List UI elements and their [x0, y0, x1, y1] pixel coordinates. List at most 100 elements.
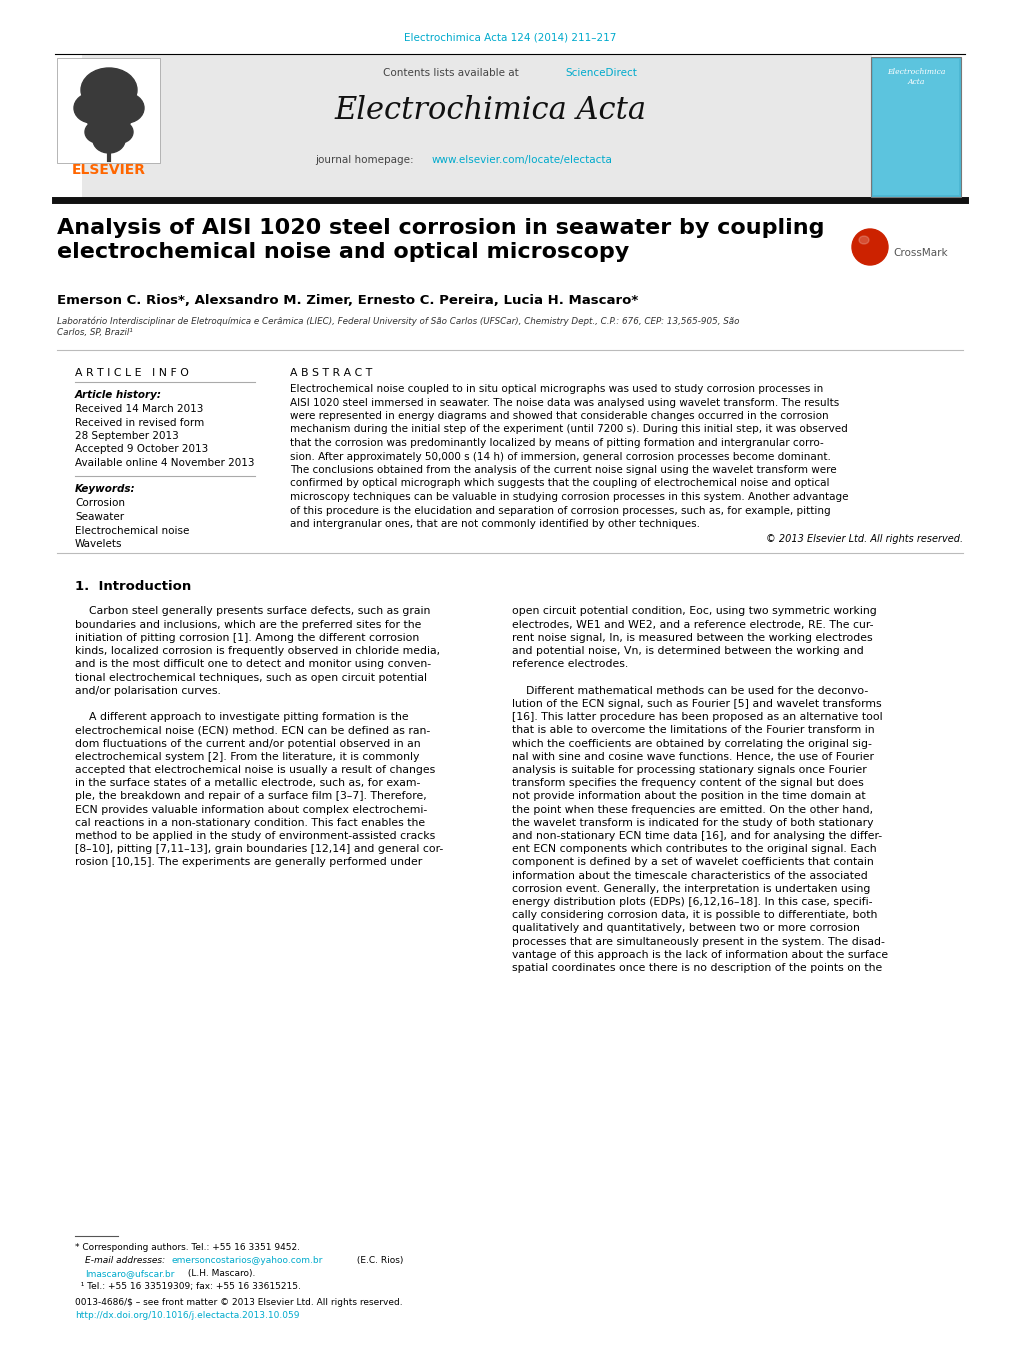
Text: 0013-4686/$ – see front matter © 2013 Elsevier Ltd. All rights reserved.: 0013-4686/$ – see front matter © 2013 El…	[75, 1298, 403, 1306]
Text: transform specifies the frequency content of the signal but does: transform specifies the frequency conten…	[512, 778, 863, 788]
Text: Laboratório Interdisciplinar de Eletroquímica e Cerâmica (LIEC), Federal Univers: Laboratório Interdisciplinar de Eletroqu…	[57, 316, 739, 338]
Ellipse shape	[85, 122, 111, 143]
Text: ELSEVIER: ELSEVIER	[72, 163, 146, 177]
Text: A different approach to investigate pitting formation is the: A different approach to investigate pitt…	[75, 712, 409, 721]
Text: of this procedure is the elucidation and separation of corrosion processes, such: of this procedure is the elucidation and…	[289, 505, 829, 516]
Text: kinds, localized corrosion is frequently observed in chloride media,: kinds, localized corrosion is frequently…	[75, 646, 439, 657]
Text: electrodes, WE1 and WE2, and a reference electrode, RE. The cur-: electrodes, WE1 and WE2, and a reference…	[512, 620, 872, 630]
Text: http://dx.doi.org/10.1016/j.electacta.2013.10.059: http://dx.doi.org/10.1016/j.electacta.20…	[75, 1310, 300, 1320]
Text: confirmed by optical micrograph which suggests that the coupling of electrochemi: confirmed by optical micrograph which su…	[289, 478, 828, 489]
Text: [8–10], pitting [7,11–13], grain boundaries [12,14] and general cor-: [8–10], pitting [7,11–13], grain boundar…	[75, 844, 443, 854]
Text: component is defined by a set of wavelet coefficients that contain: component is defined by a set of wavelet…	[512, 858, 873, 867]
Text: 28 September 2013: 28 September 2013	[75, 431, 178, 440]
Bar	[82, 55, 871, 199]
Text: Electrochemical noise: Electrochemical noise	[75, 526, 190, 535]
Text: the point when these frequencies are emitted. On the other hand,: the point when these frequencies are emi…	[512, 804, 872, 815]
Ellipse shape	[107, 122, 132, 143]
Text: and potential noise, Vn, is determined between the working and: and potential noise, Vn, is determined b…	[512, 646, 863, 657]
Text: * Corresponding authors. Tel.: +55 16 3351 9452.: * Corresponding authors. Tel.: +55 16 33…	[75, 1243, 300, 1252]
Text: cally considering corrosion data, it is possible to differentiate, both: cally considering corrosion data, it is …	[512, 911, 876, 920]
Text: Carbon steel generally presents surface defects, such as grain: Carbon steel generally presents surface …	[75, 607, 430, 616]
Text: Emerson C. Rios*, Alexsandro M. Zimer, Ernesto C. Pereira, Lucia H. Mascaro*: Emerson C. Rios*, Alexsandro M. Zimer, E…	[57, 295, 638, 307]
Text: Electrochimica Acta 124 (2014) 211–217: Electrochimica Acta 124 (2014) 211–217	[404, 32, 615, 42]
Text: spatial coordinates once there is no description of the points on the: spatial coordinates once there is no des…	[512, 963, 881, 973]
Text: dom fluctuations of the current and/or potential observed in an: dom fluctuations of the current and/or p…	[75, 739, 420, 748]
Text: Analysis of AISI 1020 steel corrosion in seawater by coupling
electrochemical no: Analysis of AISI 1020 steel corrosion in…	[57, 218, 823, 262]
Text: E-mail addresses:: E-mail addresses:	[85, 1256, 168, 1265]
Text: in the surface states of a metallic electrode, such as, for exam-: in the surface states of a metallic elec…	[75, 778, 420, 788]
Ellipse shape	[81, 68, 137, 112]
Text: nal with sine and cosine wave functions. Hence, the use of Fourier: nal with sine and cosine wave functions.…	[512, 751, 873, 762]
Text: reference electrodes.: reference electrodes.	[512, 659, 628, 669]
Text: rosion [10,15]. The experiments are generally performed under: rosion [10,15]. The experiments are gene…	[75, 858, 422, 867]
Text: Article history:: Article history:	[75, 390, 162, 400]
Text: www.elsevier.com/locate/electacta: www.elsevier.com/locate/electacta	[432, 155, 612, 165]
Text: Electrochimica
Acta: Electrochimica Acta	[886, 68, 945, 86]
Text: Keywords:: Keywords:	[75, 485, 136, 494]
Text: © 2013 Elsevier Ltd. All rights reserved.: © 2013 Elsevier Ltd. All rights reserved…	[765, 535, 962, 544]
Text: rent noise signal, In, is measured between the working electrodes: rent noise signal, In, is measured betwe…	[512, 632, 872, 643]
Bar	[870, 57, 960, 197]
Circle shape	[851, 230, 888, 265]
Text: Wavelets: Wavelets	[75, 539, 122, 549]
Text: Electrochimica Acta: Electrochimica Acta	[333, 95, 645, 126]
Text: sion. After approximately 50,000 s (14 h) of immersion, general corrosion proces: sion. After approximately 50,000 s (14 h…	[289, 451, 830, 462]
Text: (L.H. Mascaro).: (L.H. Mascaro).	[184, 1269, 255, 1278]
Text: that is able to overcome the limitations of the Fourier transform in: that is able to overcome the limitations…	[512, 725, 873, 735]
Text: method to be applied in the study of environment-assisted cracks: method to be applied in the study of env…	[75, 831, 435, 840]
Ellipse shape	[87, 100, 130, 136]
Ellipse shape	[108, 93, 144, 123]
Text: lmascaro@ufscar.br: lmascaro@ufscar.br	[85, 1269, 174, 1278]
Text: electrochemical noise (ECN) method. ECN can be defined as ran-: electrochemical noise (ECN) method. ECN …	[75, 725, 430, 735]
Text: (E.C. Rios): (E.C. Rios)	[354, 1256, 403, 1265]
Text: Corrosion: Corrosion	[75, 499, 125, 508]
Text: The conclusions obtained from the analysis of the current noise signal using the: The conclusions obtained from the analys…	[289, 465, 836, 476]
Text: accepted that electrochemical noise is usually a result of changes: accepted that electrochemical noise is u…	[75, 765, 435, 775]
Text: electrochemical system [2]. From the literature, it is commonly: electrochemical system [2]. From the lit…	[75, 751, 419, 762]
Text: analysis is suitable for processing stationary signals once Fourier: analysis is suitable for processing stat…	[512, 765, 866, 775]
Text: and non-stationary ECN time data [16], and for analysing the differ-: and non-stationary ECN time data [16], a…	[512, 831, 881, 840]
Text: journal homepage:: journal homepage:	[315, 155, 417, 165]
Text: that the corrosion was predominantly localized by means of pitting formation and: that the corrosion was predominantly loc…	[289, 438, 823, 449]
Text: and is the most difficult one to detect and monitor using conven-: and is the most difficult one to detect …	[75, 659, 431, 669]
Text: ent ECN components which contributes to the original signal. Each: ent ECN components which contributes to …	[512, 844, 875, 854]
Text: information about the timescale characteristics of the associated: information about the timescale characte…	[512, 870, 867, 881]
Text: A B S T R A C T: A B S T R A C T	[289, 367, 372, 378]
Text: the wavelet transform is indicated for the study of both stationary: the wavelet transform is indicated for t…	[512, 817, 872, 828]
Bar	[57, 58, 160, 163]
Text: Different mathematical methods can be used for the deconvo-: Different mathematical methods can be us…	[512, 686, 867, 696]
Text: AISI 1020 steel immersed in seawater. The noise data was analysed using wavelet : AISI 1020 steel immersed in seawater. Th…	[289, 397, 839, 408]
Text: processes that are simultaneously present in the system. The disad-: processes that are simultaneously presen…	[512, 936, 884, 947]
Text: [16]. This latter procedure has been proposed as an alternative tool: [16]. This latter procedure has been pro…	[512, 712, 881, 721]
Text: and intergranular ones, that are not commonly identified by other techniques.: and intergranular ones, that are not com…	[289, 519, 699, 530]
Text: microscopy techniques can be valuable in studying corrosion processes in this sy: microscopy techniques can be valuable in…	[289, 492, 848, 503]
Text: Electrochemical noise coupled to in situ optical micrographs was used to study c: Electrochemical noise coupled to in situ…	[289, 384, 822, 394]
Ellipse shape	[74, 93, 110, 123]
Text: ScienceDirect: ScienceDirect	[565, 68, 636, 78]
Text: vantage of this approach is the lack of information about the surface: vantage of this approach is the lack of …	[512, 950, 888, 959]
Bar	[872, 59, 958, 195]
Text: ¹ Tel.: +55 16 33519309; fax: +55 16 33615215.: ¹ Tel.: +55 16 33519309; fax: +55 16 336…	[75, 1282, 301, 1292]
Text: CrossMark: CrossMark	[892, 249, 947, 258]
Text: Received in revised form: Received in revised form	[75, 417, 204, 427]
Text: Available online 4 November 2013: Available online 4 November 2013	[75, 458, 255, 467]
Text: ECN provides valuable information about complex electrochemi-: ECN provides valuable information about …	[75, 804, 427, 815]
Ellipse shape	[858, 236, 868, 245]
Text: emersoncostarios@yahoo.com.br: emersoncostarios@yahoo.com.br	[172, 1256, 323, 1265]
Text: and/or polarisation curves.: and/or polarisation curves.	[75, 686, 221, 696]
Text: which the coefficients are obtained by correlating the original sig-: which the coefficients are obtained by c…	[512, 739, 871, 748]
Text: qualitatively and quantitatively, between two or more corrosion: qualitatively and quantitatively, betwee…	[512, 923, 859, 934]
Text: tional electrochemical techniques, such as open circuit potential: tional electrochemical techniques, such …	[75, 673, 427, 682]
Text: mechanism during the initial step of the experiment (until 7200 s). During this : mechanism during the initial step of the…	[289, 424, 847, 435]
Text: corrosion event. Generally, the interpretation is undertaken using: corrosion event. Generally, the interpre…	[512, 884, 869, 894]
Text: ple, the breakdown and repair of a surface film [3–7]. Therefore,: ple, the breakdown and repair of a surfa…	[75, 792, 426, 801]
Text: A R T I C L E   I N F O: A R T I C L E I N F O	[75, 367, 189, 378]
Text: Contents lists available at: Contents lists available at	[382, 68, 522, 78]
Text: Received 14 March 2013: Received 14 March 2013	[75, 404, 203, 413]
Text: 1.  Introduction: 1. Introduction	[75, 581, 192, 593]
Text: energy distribution plots (EDPs) [6,12,16–18]. In this case, specifi-: energy distribution plots (EDPs) [6,12,1…	[512, 897, 871, 907]
Text: Accepted 9 October 2013: Accepted 9 October 2013	[75, 444, 208, 454]
Ellipse shape	[93, 127, 125, 153]
Text: boundaries and inclusions, which are the preferred sites for the: boundaries and inclusions, which are the…	[75, 620, 421, 630]
Text: not provide information about the position in the time domain at: not provide information about the positi…	[512, 792, 865, 801]
